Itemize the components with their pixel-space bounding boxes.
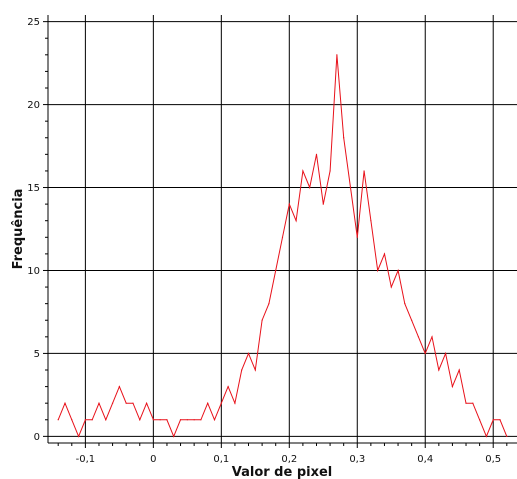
y-tick-label-2: 10 [27,266,40,277]
data-point-13 [145,402,148,404]
data-point-43 [349,186,352,189]
data-point-29 [254,369,256,371]
data-point-46 [370,220,372,222]
data-point-5 [91,419,93,421]
data-point-27 [241,369,243,371]
data-point-56 [438,369,440,371]
data-point-26 [234,402,236,404]
data-point-58 [451,385,454,388]
data-point-33 [281,236,284,238]
data-point-3 [77,435,80,437]
x-tick-label-5: 0,4 [417,454,433,465]
data-point-4 [84,419,86,421]
data-point-41 [336,54,338,56]
data-point-7 [105,419,107,421]
y-tick-label-1: 5 [34,349,40,360]
data-point-0 [57,419,59,421]
data-point-62 [479,419,481,421]
data-point-19 [186,419,188,421]
data-point-53 [417,336,420,338]
data-point-17 [173,435,175,437]
data-point-15 [159,419,161,421]
data-point-61 [472,402,474,404]
x-tick-label-0: -0,1 [76,454,96,465]
x-axis-title: Valor de pixel [232,465,333,479]
plot-background [48,15,517,443]
data-point-59 [458,369,460,371]
data-point-34 [288,203,290,205]
data-point-44 [356,236,358,238]
data-point-25 [227,385,229,388]
data-point-48 [383,253,386,255]
data-point-18 [179,419,182,421]
data-point-23 [213,419,216,421]
data-point-52 [411,319,413,321]
data-point-31 [268,303,270,305]
data-point-9 [118,385,120,388]
data-point-28 [247,352,250,355]
data-point-65 [499,419,501,421]
x-tick-label-3: 0,2 [281,454,297,465]
data-point-36 [302,170,304,172]
data-point-39 [322,203,324,205]
data-point-51 [404,303,406,305]
y-axis-title: Frequência [11,189,26,270]
data-point-40 [329,170,331,172]
data-point-16 [166,419,168,421]
x-tick-label-4: 0,3 [349,454,365,465]
axes [43,15,517,448]
data-point-42 [343,137,345,139]
data-point-38 [315,153,318,155]
data-point-49 [390,286,392,288]
data-point-8 [111,402,114,404]
x-tick-label-1: 0 [150,454,156,465]
data-point-47 [377,269,379,272]
data-point-54 [424,352,426,355]
data-point-14 [152,419,154,421]
y-tick-label-3: 15 [27,183,40,194]
data-point-10 [125,402,127,404]
data-point-57 [445,352,447,355]
data-point-11 [132,402,134,404]
x-tick-label-6: 0,5 [485,454,501,465]
x-tick-label-2: 0,1 [213,454,229,465]
data-point-45 [363,170,365,172]
grid-lines [48,15,517,443]
data-point-22 [207,402,209,404]
data-point-64 [492,419,494,421]
data-point-50 [397,269,399,272]
data-point-66 [506,435,508,437]
data-point-63 [485,435,488,437]
data-point-21 [200,419,202,421]
data-point-2 [71,419,73,421]
data-point-32 [275,269,277,272]
data-point-12 [139,419,141,421]
data-point-6 [98,402,100,404]
data-point-24 [220,402,222,404]
y-tick-label-5: 25 [27,17,40,28]
y-tick-label-0: 0 [34,432,40,443]
series-points [57,54,508,437]
data-point-1 [64,402,66,404]
data-point-55 [431,336,433,338]
tick-labels: -0,1 0 0,1 0,2 0,3 0,4 0,5 0 5 10 15 20 25 [27,17,501,465]
data-point-20 [193,419,195,421]
data-point-60 [465,402,467,404]
data-point-35 [295,220,297,222]
data-point-37 [309,186,311,189]
data-point-30 [261,319,263,321]
y-tick-label-4: 20 [27,100,40,111]
